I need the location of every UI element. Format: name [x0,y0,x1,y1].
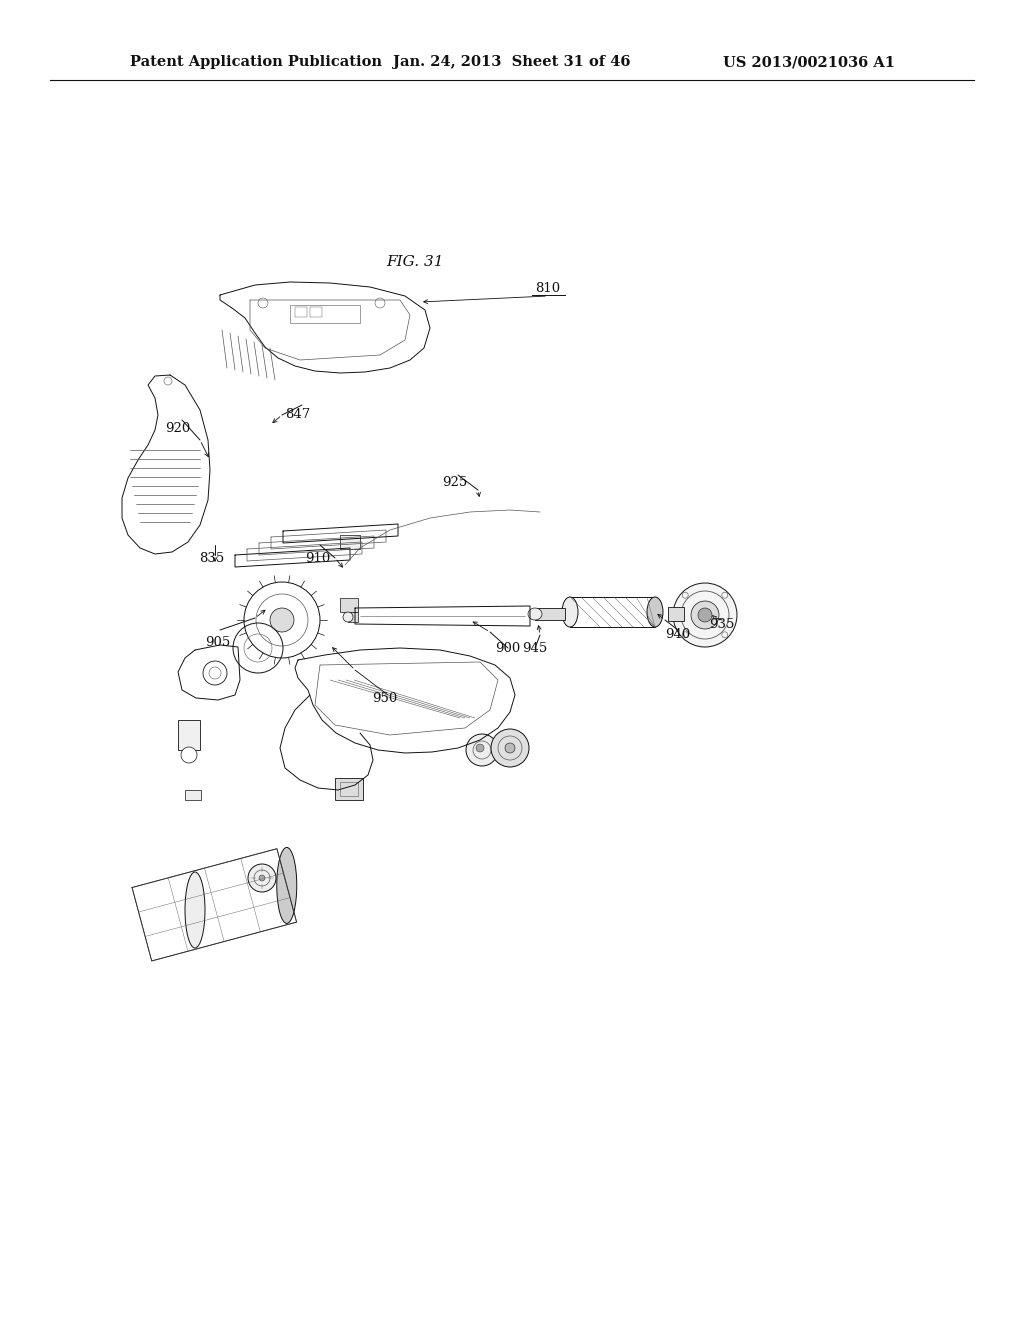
Bar [340,598,358,612]
Circle shape [490,729,529,767]
Text: 900: 900 [496,642,520,655]
Circle shape [203,661,227,685]
Circle shape [466,734,498,766]
Text: 835: 835 [200,552,224,565]
Text: 920: 920 [165,421,190,434]
Text: 935: 935 [710,619,734,631]
Text: 847: 847 [286,408,310,421]
Text: Patent Application Publication: Patent Application Publication [130,55,382,69]
Circle shape [673,583,737,647]
Circle shape [270,609,294,632]
Bar [348,612,358,622]
Bar [310,308,322,317]
Ellipse shape [647,597,663,627]
Ellipse shape [185,873,205,948]
Ellipse shape [343,612,353,622]
Text: 940: 940 [666,628,690,642]
Circle shape [248,865,276,892]
Circle shape [505,743,515,752]
Text: 910: 910 [305,552,331,565]
Text: 925: 925 [442,475,468,488]
Circle shape [476,744,484,752]
Circle shape [691,601,719,630]
Bar [535,609,565,620]
Bar [340,781,358,796]
Text: 905: 905 [206,635,230,648]
Bar [570,597,655,627]
Bar [335,777,362,800]
Ellipse shape [562,597,578,627]
Circle shape [181,747,197,763]
Circle shape [259,875,265,880]
Bar [340,535,360,549]
Bar [290,305,360,323]
Ellipse shape [528,609,542,620]
Text: 810: 810 [536,281,560,294]
Text: Jan. 24, 2013  Sheet 31 of 46: Jan. 24, 2013 Sheet 31 of 46 [393,55,631,69]
Bar [295,308,307,317]
Text: 945: 945 [522,642,548,655]
Bar [178,719,200,750]
Text: FIG. 31: FIG. 31 [386,255,443,269]
Bar [668,607,684,620]
Bar [185,789,201,800]
Circle shape [698,609,712,622]
Text: US 2013/0021036 A1: US 2013/0021036 A1 [723,55,895,69]
Text: 950: 950 [373,692,397,705]
Ellipse shape [276,847,297,924]
